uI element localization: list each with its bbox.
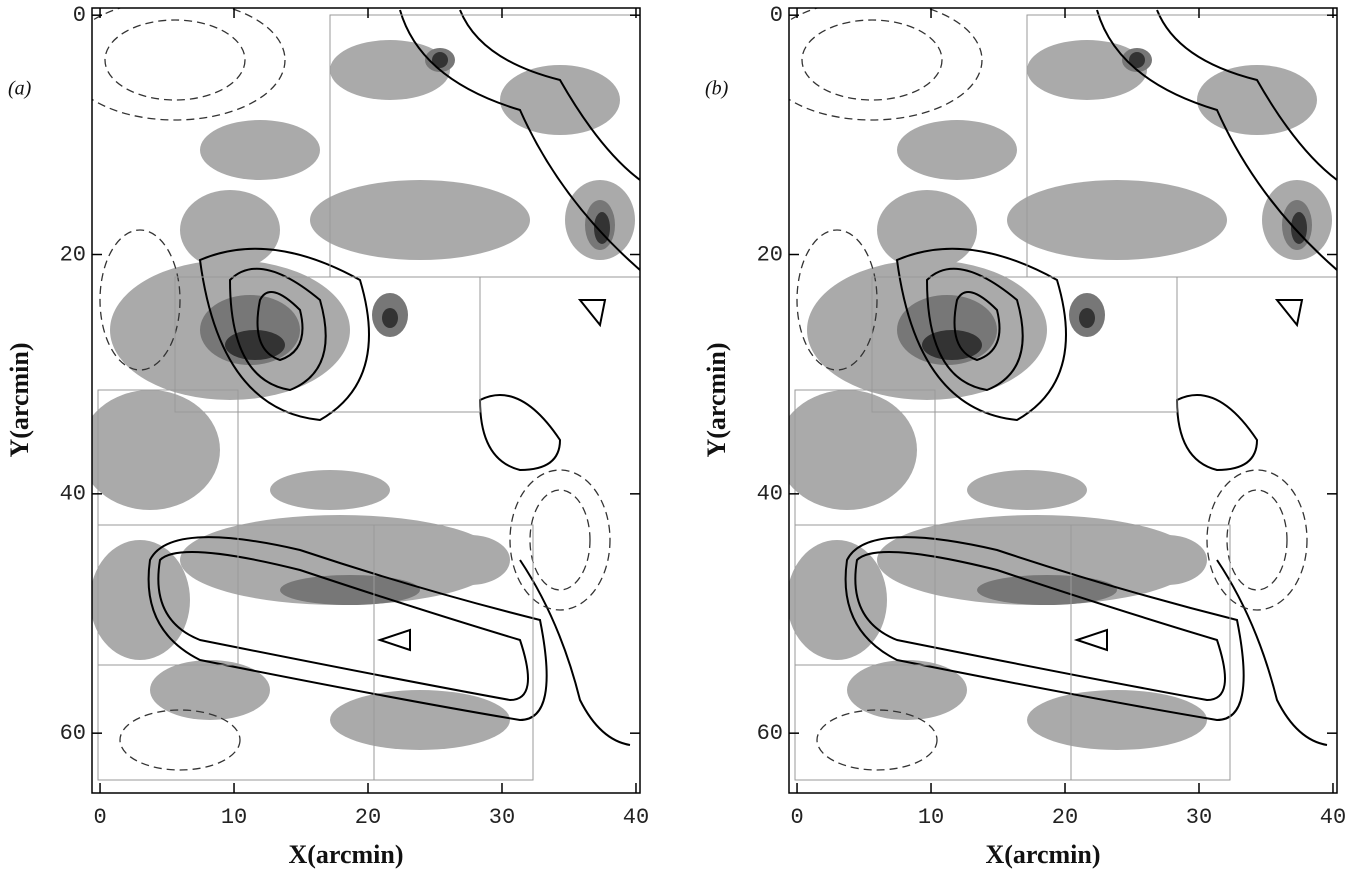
x-tick-label: 40 — [1320, 805, 1346, 830]
y-axis-label: Y(arcmin) — [5, 342, 34, 457]
x-tick-label: 0 — [790, 805, 803, 830]
y-tick-label: 60 — [757, 721, 783, 746]
map-panel-a — [65, 0, 640, 780]
y-tick-label: 40 — [60, 482, 86, 507]
y-tick-label: 0 — [73, 3, 86, 28]
map-panel-b — [762, 0, 1337, 780]
y-tick-label: 40 — [757, 482, 783, 507]
y-axis-label: Y(arcmin) — [702, 342, 731, 457]
x-tick-label: 40 — [623, 805, 649, 830]
figure: 0 10 20 30 40 0 20 40 60 X(arcmin) Y(arcmin) (a) 0 10… — [0, 0, 1352, 873]
x-tick-label: 10 — [221, 805, 247, 830]
y-tick-label: 20 — [757, 242, 783, 267]
panel-label: (a) — [8, 78, 32, 100]
panel-label: (b) — [705, 78, 729, 100]
y-tick-label: 60 — [60, 721, 86, 746]
x-tick-label: 0 — [93, 805, 106, 830]
x-tick-label: 10 — [918, 805, 944, 830]
x-tick-label: 30 — [1186, 805, 1212, 830]
y-tick-label: 20 — [60, 242, 86, 267]
x-tick-label: 20 — [1052, 805, 1078, 830]
x-axis-label: X(arcmin) — [985, 840, 1100, 869]
x-axis-label: X(arcmin) — [288, 840, 403, 869]
x-tick-label: 20 — [355, 805, 381, 830]
y-tick-label: 0 — [770, 3, 783, 28]
x-tick-label: 30 — [489, 805, 515, 830]
